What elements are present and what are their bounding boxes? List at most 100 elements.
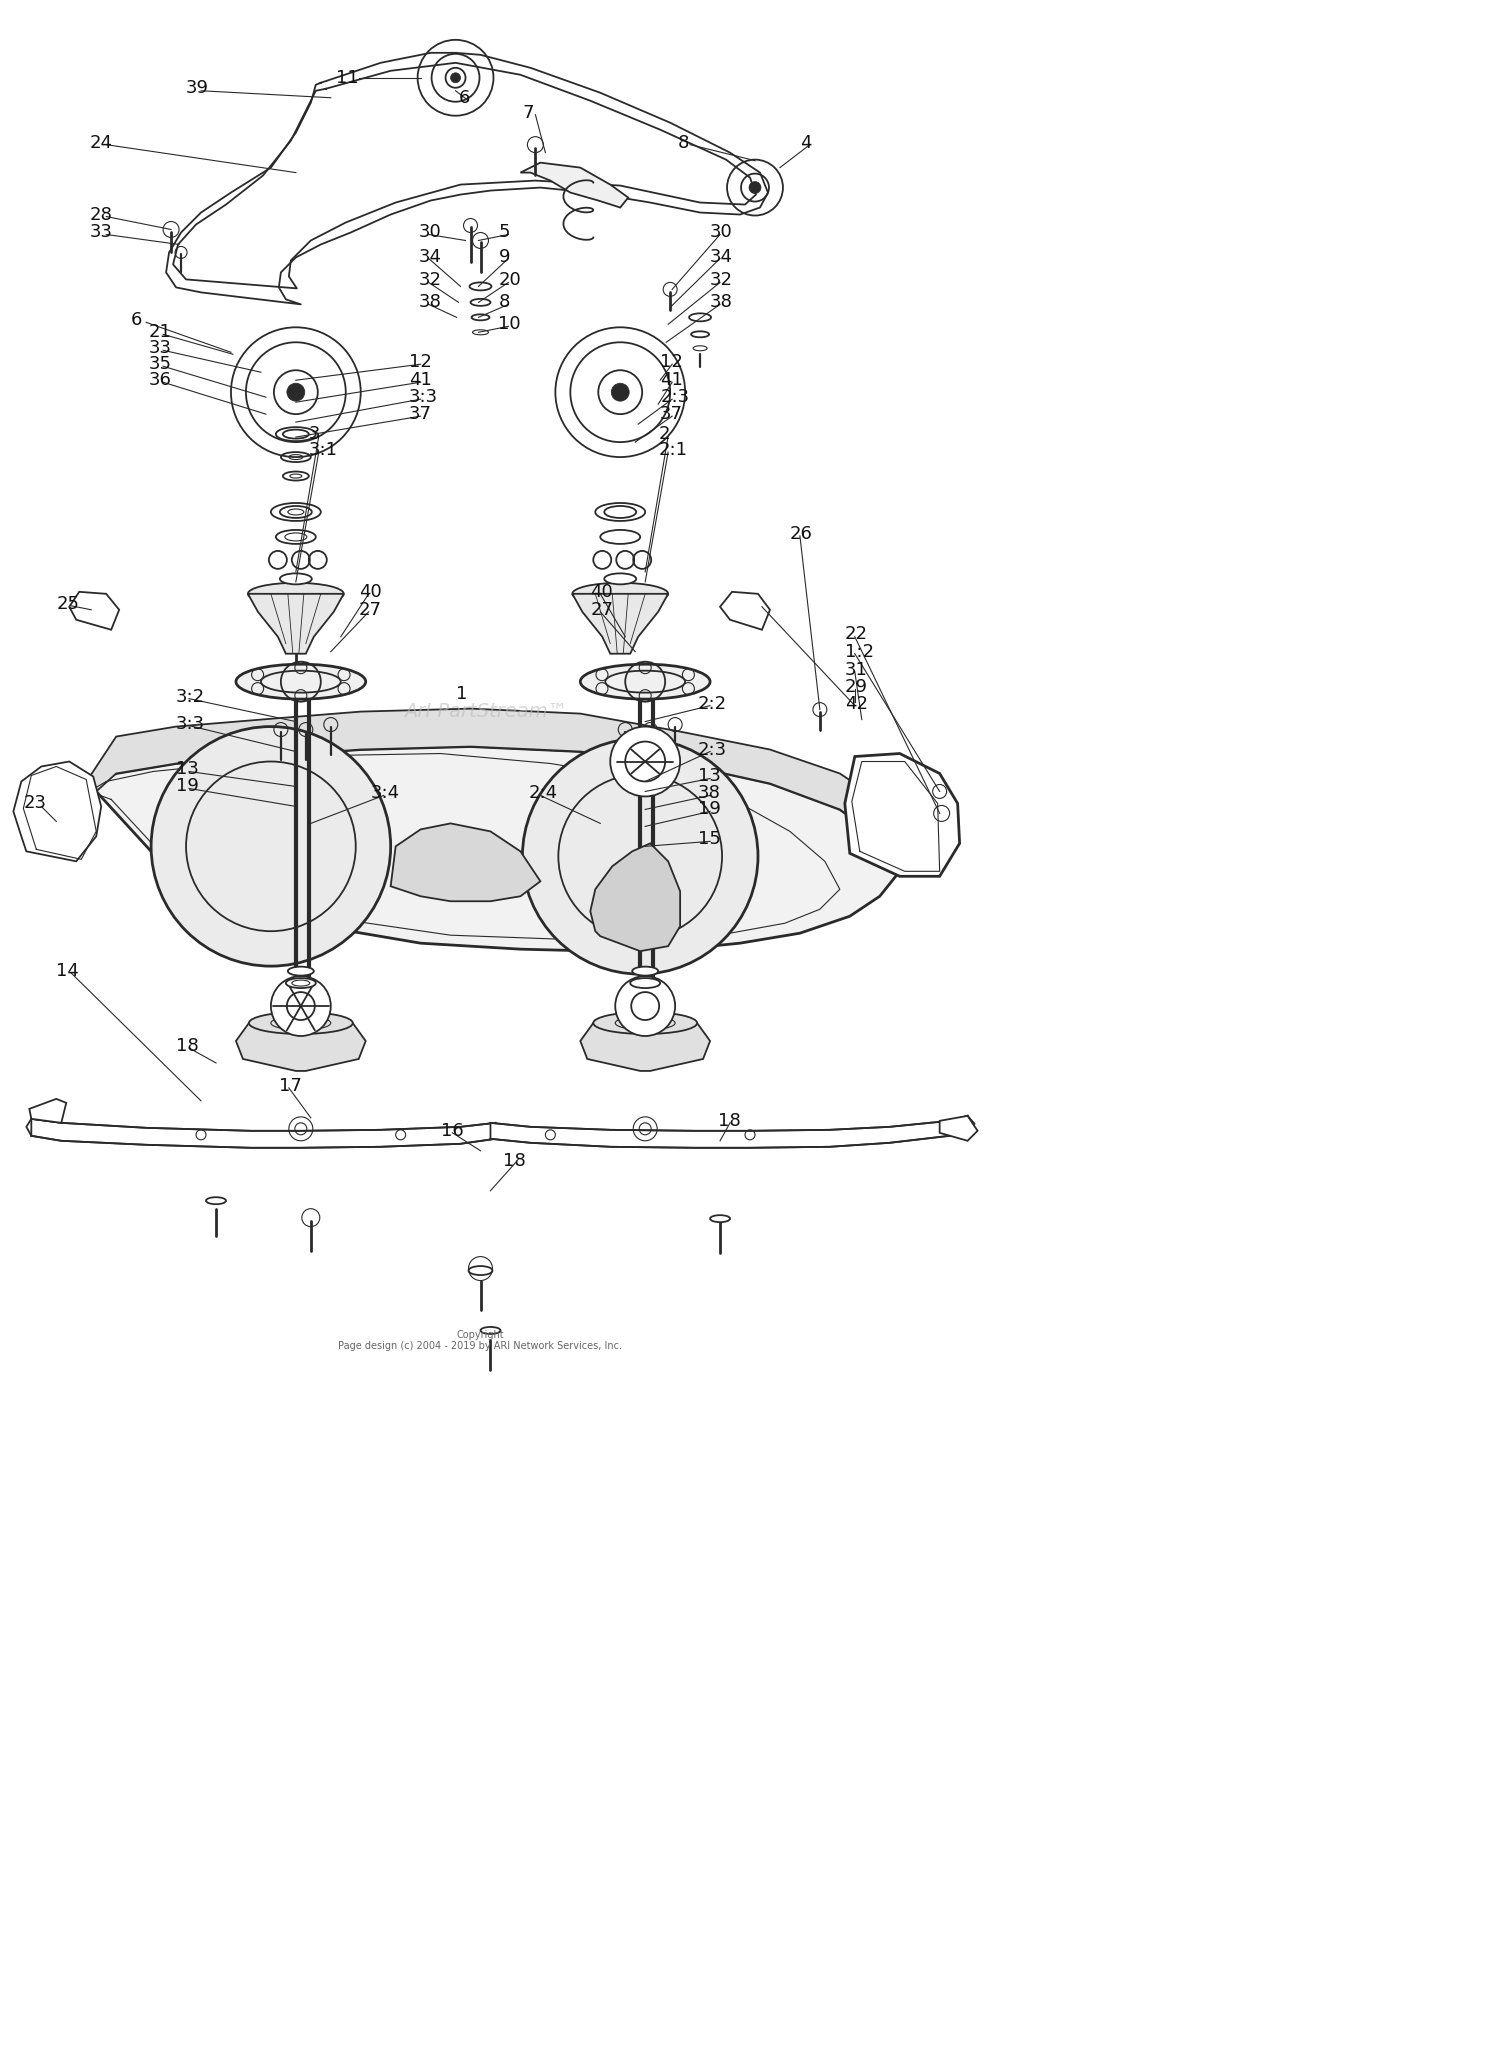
Text: 18: 18 <box>176 1038 200 1054</box>
Text: 2: 2 <box>658 425 669 443</box>
Ellipse shape <box>288 967 314 975</box>
Text: 6: 6 <box>459 89 470 108</box>
Ellipse shape <box>573 582 668 605</box>
Ellipse shape <box>596 503 645 522</box>
Text: 37: 37 <box>408 406 432 422</box>
Text: 17: 17 <box>279 1077 302 1096</box>
Polygon shape <box>32 1118 495 1147</box>
Text: 2:3: 2:3 <box>698 741 728 758</box>
Text: 10: 10 <box>498 315 520 333</box>
Text: 2:1: 2:1 <box>658 441 687 460</box>
Text: 24: 24 <box>88 135 112 151</box>
Ellipse shape <box>630 978 660 988</box>
Ellipse shape <box>710 1216 730 1222</box>
Text: 4: 4 <box>800 135 812 151</box>
Ellipse shape <box>236 665 366 700</box>
Ellipse shape <box>280 505 312 518</box>
Ellipse shape <box>480 1328 501 1334</box>
Ellipse shape <box>196 812 345 882</box>
Text: 38: 38 <box>710 294 734 311</box>
Text: 13: 13 <box>176 760 200 779</box>
Ellipse shape <box>272 503 321 522</box>
Text: 1:2: 1:2 <box>844 642 874 661</box>
Polygon shape <box>69 592 118 630</box>
Polygon shape <box>248 594 344 654</box>
Polygon shape <box>720 592 770 630</box>
Circle shape <box>748 182 760 193</box>
Circle shape <box>612 383 628 402</box>
Ellipse shape <box>288 509 304 516</box>
Ellipse shape <box>470 282 492 290</box>
Text: 15: 15 <box>698 830 721 849</box>
Text: 21: 21 <box>148 323 172 342</box>
Text: 25: 25 <box>57 594 80 613</box>
Text: 39: 39 <box>186 79 209 97</box>
Ellipse shape <box>580 665 710 700</box>
Circle shape <box>610 727 680 797</box>
Circle shape <box>615 975 675 1036</box>
Text: 35: 35 <box>148 356 172 373</box>
Text: 33: 33 <box>88 224 112 242</box>
Text: 13: 13 <box>698 768 721 785</box>
Text: 6: 6 <box>130 311 142 329</box>
Text: 7: 7 <box>522 104 534 122</box>
Ellipse shape <box>594 1013 698 1033</box>
Text: 3:4: 3:4 <box>370 785 400 801</box>
Ellipse shape <box>692 331 709 338</box>
Polygon shape <box>591 843 680 951</box>
Ellipse shape <box>280 574 312 584</box>
Text: 3:2: 3:2 <box>176 688 206 706</box>
Text: 41: 41 <box>408 371 432 389</box>
Text: 2:3: 2:3 <box>660 387 690 406</box>
Ellipse shape <box>604 574 636 584</box>
Text: 28: 28 <box>88 205 112 224</box>
Text: 3: 3 <box>309 425 321 443</box>
Text: 27: 27 <box>358 601 381 619</box>
Text: 38: 38 <box>698 785 721 801</box>
Text: 2:4: 2:4 <box>528 785 558 801</box>
Ellipse shape <box>468 1265 492 1276</box>
Text: 23: 23 <box>24 795 46 812</box>
Text: 22: 22 <box>844 625 868 642</box>
Text: 11: 11 <box>336 68 358 87</box>
Ellipse shape <box>567 822 714 891</box>
Polygon shape <box>74 746 900 951</box>
Text: 40: 40 <box>591 582 613 601</box>
Text: 3:3: 3:3 <box>408 387 438 406</box>
Text: 8: 8 <box>498 294 510 311</box>
Ellipse shape <box>248 582 344 605</box>
Polygon shape <box>520 164 628 207</box>
Ellipse shape <box>285 532 308 541</box>
Text: 3:3: 3:3 <box>176 714 206 733</box>
Text: ArI PartStream™: ArI PartStream™ <box>404 702 567 721</box>
Ellipse shape <box>471 315 489 321</box>
Ellipse shape <box>286 978 316 988</box>
Polygon shape <box>580 1023 710 1071</box>
Ellipse shape <box>693 346 706 350</box>
Text: 20: 20 <box>498 271 520 290</box>
Text: 9: 9 <box>498 249 510 267</box>
Text: 19: 19 <box>698 799 721 818</box>
Text: 34: 34 <box>710 249 734 267</box>
Text: 33: 33 <box>148 340 172 358</box>
Text: 27: 27 <box>591 601 613 619</box>
Ellipse shape <box>471 298 490 307</box>
Circle shape <box>286 383 304 402</box>
Text: 42: 42 <box>844 694 868 712</box>
Ellipse shape <box>604 505 636 518</box>
Polygon shape <box>13 762 100 862</box>
Polygon shape <box>390 824 540 901</box>
Text: 36: 36 <box>148 371 172 389</box>
Text: 34: 34 <box>419 249 441 267</box>
Polygon shape <box>74 708 900 872</box>
Text: 32: 32 <box>419 271 441 290</box>
Ellipse shape <box>249 1013 352 1033</box>
Text: 41: 41 <box>660 371 682 389</box>
Text: 16: 16 <box>441 1122 464 1139</box>
Circle shape <box>450 72 460 83</box>
Ellipse shape <box>600 530 640 545</box>
Circle shape <box>152 727 390 967</box>
Text: 1: 1 <box>456 686 466 702</box>
Circle shape <box>522 739 758 973</box>
Text: 26: 26 <box>790 524 813 543</box>
